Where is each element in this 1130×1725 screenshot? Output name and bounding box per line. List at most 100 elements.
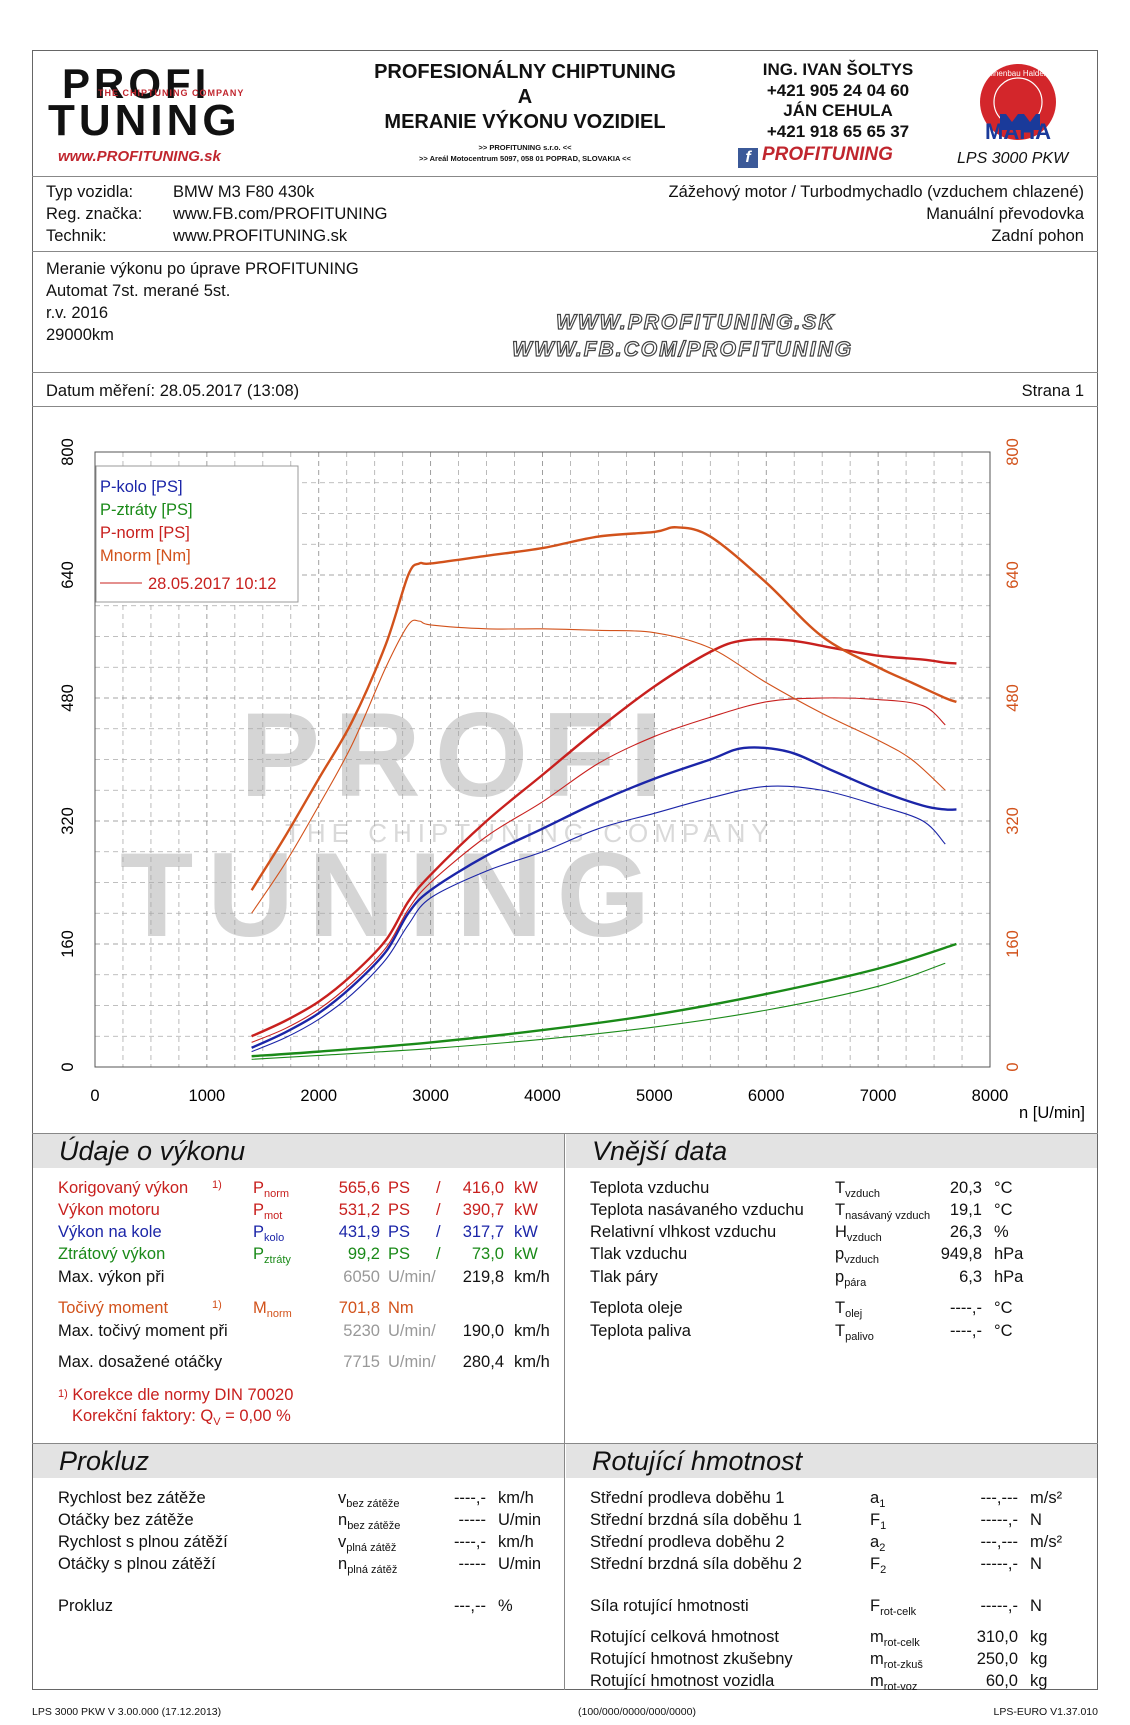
- vehicle-values: BMW M3 F80 430k www.FB.com/PROFITUNING www…: [173, 183, 388, 245]
- vnejsi-symbol: Tvzduch: [835, 1179, 880, 1200]
- vykon-unit-2: kW: [514, 1179, 538, 1197]
- y-tick-label-right: 800: [1004, 438, 1022, 466]
- vnejsi-value: ----,-: [949, 1299, 982, 1317]
- vnejsi-value: 949,8: [940, 1245, 982, 1263]
- vnejsi-symbol: pvzduch: [835, 1245, 880, 1266]
- vykon-value-1: 5230: [343, 1322, 380, 1340]
- y-tick-label-right: 480: [1004, 684, 1022, 712]
- vnejsi-unit: hPa: [994, 1245, 1024, 1263]
- vykon-value-1: 99,2: [347, 1245, 380, 1263]
- series-line-mnorm-nm: [250, 526, 957, 891]
- series-line-p-ztr-ty-ps: [251, 942, 957, 1058]
- prokluz-unit: km/h: [498, 1533, 534, 1551]
- vykon-symbol: Mnorm: [253, 1299, 292, 1320]
- x-tick-label: 7000: [860, 1087, 897, 1105]
- vnejsi-unit: °C: [994, 1322, 1013, 1340]
- vykon-unit-2: kW: [514, 1223, 538, 1241]
- vykon-unit-1: Nm: [388, 1299, 414, 1317]
- y-tick-label-left: 800: [59, 438, 77, 466]
- rotujici-symbol: a1: [870, 1489, 886, 1510]
- y-tick-label-right: 0: [1004, 1062, 1022, 1071]
- vykon-unit-1: U/min/: [388, 1268, 436, 1286]
- legend-item-pztraty: P-ztráty [PS]: [100, 501, 193, 519]
- x-tick-label: 8000: [972, 1087, 1009, 1105]
- vykon-unit-1: PS: [388, 1223, 411, 1241]
- x-tick-label: 4000: [524, 1087, 561, 1105]
- watermark-profi: PROFI: [240, 688, 677, 822]
- prokluz-symbol: nplná zátěž: [338, 1555, 398, 1576]
- prokluz-symbol: vbez zátěže: [338, 1489, 400, 1510]
- vehicle-engine-info: Zážehový motor / Turbodmychadlo (vzduche…: [668, 183, 1084, 245]
- vnejsi-unit: °C: [994, 1179, 1013, 1197]
- prokluz-unit: U/min: [498, 1555, 542, 1573]
- watermark-url-2: WWW.FB.COM/PROFITUNING: [511, 337, 854, 361]
- vykon-note: 1): [212, 1299, 222, 1311]
- y-tick-label-left: 640: [59, 561, 77, 589]
- vykon-unit-2: kW: [514, 1201, 538, 1219]
- prokluz-unit: U/min: [498, 1511, 542, 1529]
- vnejsi-symbol: Tolej: [835, 1299, 863, 1320]
- dyno-chart: PROFI THE CHIPTUNING COMPANY TUNING 0 100…: [59, 438, 1085, 1122]
- vykon-sep: /: [436, 1245, 441, 1263]
- plot-area: [94, 451, 991, 1068]
- vykon-label: Max. výkon při: [58, 1268, 165, 1286]
- vykon-label: Max. dosažené otáčky: [58, 1353, 223, 1371]
- section-vykon-title: Údaje o výkonu: [33, 1134, 564, 1168]
- rotujici-unit: kg: [1030, 1672, 1048, 1690]
- rotujici-symbol: F2: [870, 1555, 887, 1576]
- vykon-symbol: Pkolo: [253, 1223, 285, 1244]
- rotujici-label: Rotující celková hmotnost: [590, 1628, 779, 1646]
- vykon-unit-2: km/h: [514, 1268, 550, 1286]
- vnejsi-unit: °C: [994, 1299, 1013, 1317]
- logo-tuning: TUNING: [48, 96, 241, 145]
- vykon-unit-1: PS: [388, 1179, 411, 1197]
- x-tick-label: 6000: [748, 1087, 785, 1105]
- rotujici-unit: m/s²: [1030, 1533, 1063, 1551]
- series-line-p-kolo-ps-reference: [251, 785, 946, 1053]
- vnejsi-value: 6,3: [959, 1268, 982, 1286]
- vykon-label: Max. točivý moment při: [58, 1322, 228, 1340]
- rotujici-symbol: Frot-celk: [870, 1597, 917, 1618]
- norm-note: 1) Korekce dle normy DIN 70020: [58, 1386, 294, 1404]
- vykon-value-1: 7715: [343, 1353, 380, 1371]
- section-vnejsi-title: Vnější data: [566, 1134, 1097, 1168]
- vnejsi-value: 19,1: [949, 1201, 982, 1219]
- vykon-sep: /: [436, 1179, 441, 1197]
- rotujici-unit: N: [1030, 1555, 1042, 1573]
- prokluz-label: Prokluz: [58, 1597, 114, 1615]
- rotujici-unit: N: [1030, 1511, 1042, 1529]
- rotujici-symbol: F1: [870, 1511, 887, 1532]
- footer-version: LPS 3000 PKW V 3.00.000 (17.12.2013): [32, 1706, 222, 1718]
- vnejsi-label: Teplota paliva: [590, 1322, 691, 1340]
- vykon-value-2: 190,0: [462, 1322, 504, 1340]
- rotujici-label: Síla rotující hmotnosti: [590, 1597, 749, 1615]
- vykon-value-2: 280,4: [462, 1353, 504, 1371]
- maha-text: MAHA: [985, 119, 1051, 144]
- rotujici-label: Střední prodleva doběhu 2: [590, 1533, 785, 1551]
- rotujici-value: 60,0: [985, 1672, 1018, 1690]
- y-tick-label-left: 480: [59, 684, 77, 712]
- y-tick-label-right: 640: [1004, 561, 1022, 589]
- vykon-note: 1): [212, 1179, 222, 1191]
- x-tick-label: 1000: [189, 1087, 226, 1105]
- rotujici-label: Rotující hmotnost zkušebny: [590, 1650, 793, 1668]
- vnejsi-label: Teplota oleje: [590, 1299, 683, 1317]
- maha-ring-text: Maschinenbau Haldenwang: [969, 69, 1068, 78]
- logo-profi: PROFI: [62, 60, 211, 107]
- rotujici-value: ---,---: [980, 1489, 1018, 1507]
- x-axis-label: n [U/min]: [1019, 1104, 1085, 1122]
- rotujici-value: -----,-: [980, 1511, 1018, 1529]
- page-number: Strana 1: [1021, 382, 1084, 400]
- prokluz-label: Rychlost bez zátěže: [58, 1489, 206, 1507]
- prokluz-value: ----,-: [453, 1533, 486, 1551]
- vykon-unit-1: PS: [388, 1201, 411, 1219]
- lps-label: LPS 3000 PKW: [957, 150, 1069, 167]
- vykon-value-2: 317,7: [462, 1223, 504, 1241]
- vykon-symbol: Pnorm: [253, 1179, 290, 1200]
- rotujici-label: Střední brzdná síla doběhu 1: [590, 1511, 802, 1529]
- vykon-value-1: 431,9: [338, 1223, 380, 1241]
- chart-watermark: PROFI THE CHIPTUNING COMPANY TUNING: [120, 688, 769, 962]
- header-address: >> PROFITUNING s.r.o. << >> Areál Motoce…: [419, 143, 631, 163]
- y-tick-label-right: 320: [1004, 807, 1022, 835]
- rotujici-value: 250,0: [976, 1650, 1018, 1668]
